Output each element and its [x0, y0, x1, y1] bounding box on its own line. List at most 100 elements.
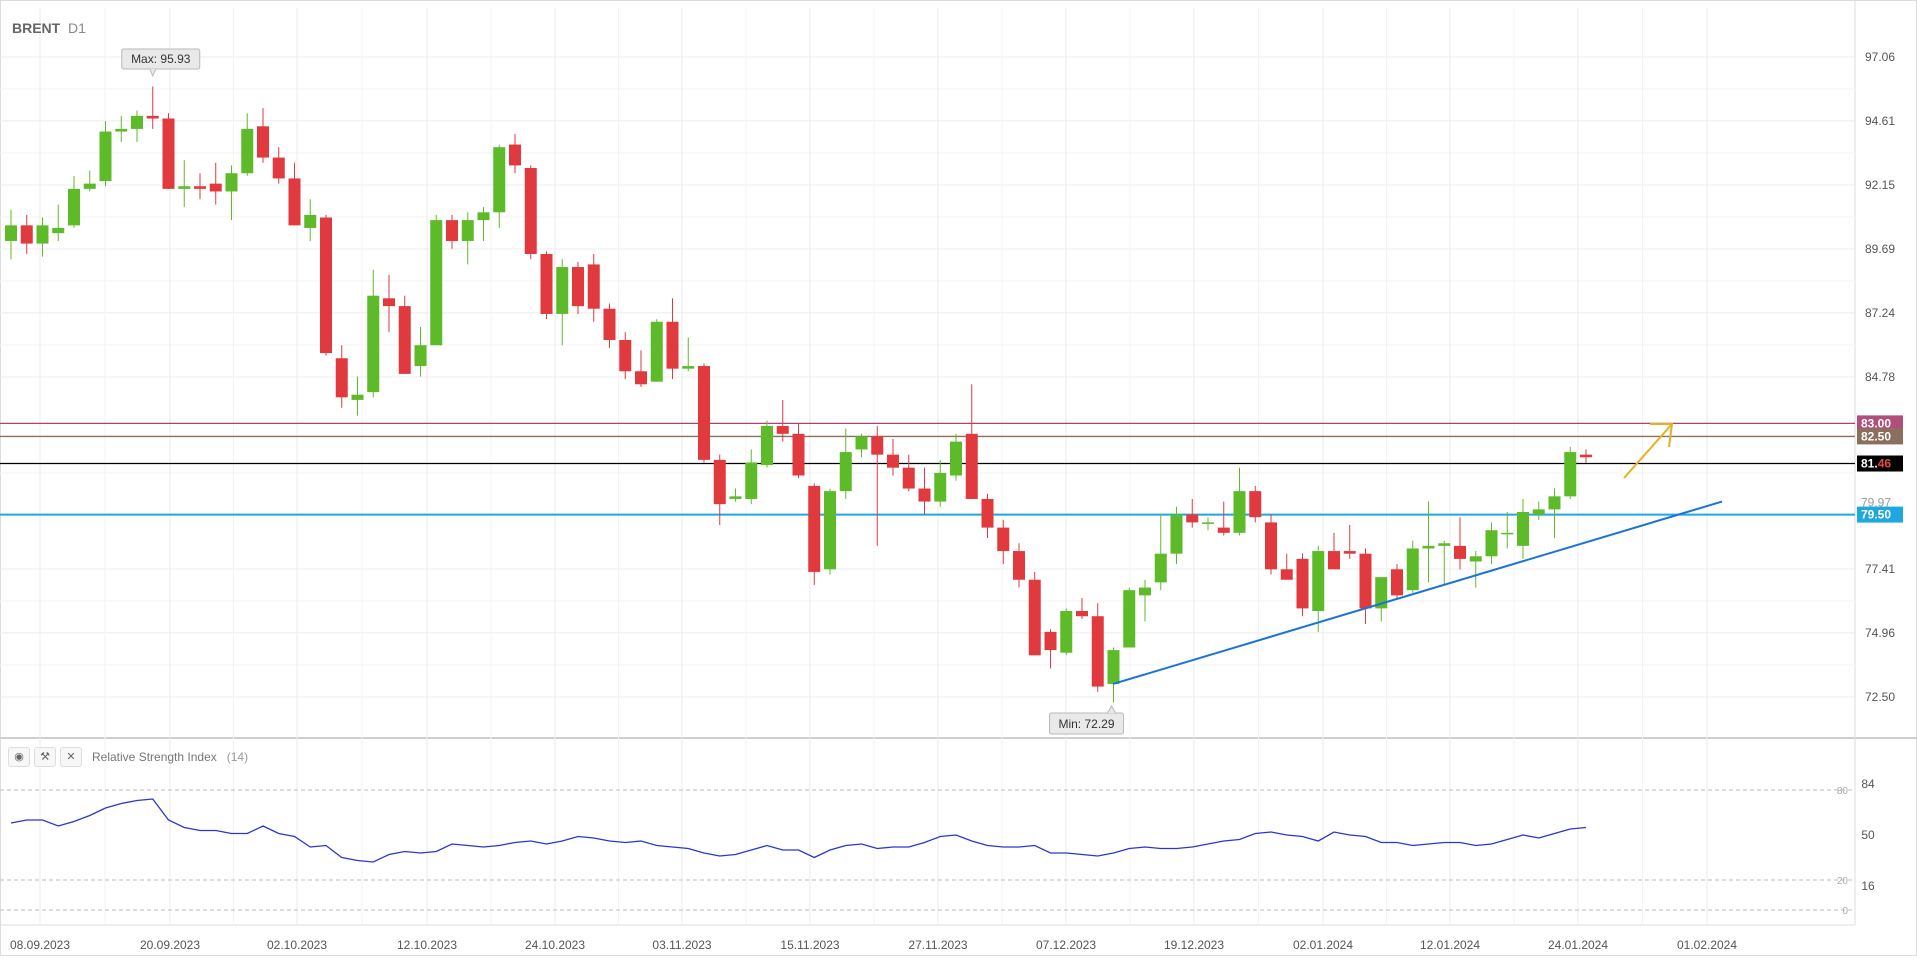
candle — [1233, 467, 1246, 536]
candle-body — [1028, 579, 1041, 656]
candle — [572, 261, 584, 314]
date-tick-label: 03.11.2023 — [652, 938, 711, 952]
candle-body — [36, 225, 49, 244]
date-tick-label: 08.09.2023 — [10, 938, 70, 952]
candle — [1343, 525, 1356, 559]
date-tick-label: 02.01.2024 — [1293, 938, 1353, 952]
date-tick-label: 24.10.2023 — [525, 938, 585, 952]
candle-body — [209, 183, 222, 192]
candle-body — [5, 225, 17, 241]
candle — [272, 147, 285, 184]
min-label-bg — [1049, 712, 1124, 735]
candle — [1265, 514, 1277, 575]
candle — [414, 326, 427, 377]
price-tag-bg — [1857, 428, 1903, 445]
candle-body — [713, 459, 726, 505]
candle-body — [83, 183, 96, 189]
close-icon[interactable]: ✕ — [60, 747, 82, 767]
candle — [351, 376, 364, 416]
candle-body — [367, 295, 380, 393]
candle-body — [855, 436, 868, 450]
candle-body — [887, 454, 899, 468]
level-layer — [0, 422, 1855, 516]
candle — [178, 160, 191, 208]
candle-body — [1532, 509, 1545, 515]
candle-body — [1154, 553, 1167, 583]
price-tag-bg — [1857, 506, 1903, 523]
candle — [650, 319, 663, 382]
candle — [1406, 540, 1419, 593]
candle-body — [1564, 452, 1577, 497]
candle — [839, 428, 852, 499]
candle — [1249, 485, 1262, 523]
candle — [5, 209, 17, 260]
candle — [1422, 501, 1435, 583]
candle — [729, 488, 742, 502]
timeframe-label: D1 — [68, 20, 86, 36]
candle — [682, 337, 695, 372]
max-label: Max: 95.93 — [131, 52, 191, 66]
candle-body — [698, 366, 710, 460]
price-tick-label: 74.96 — [1865, 626, 1895, 640]
candle-body — [225, 173, 238, 192]
candle — [713, 454, 726, 526]
candle — [20, 214, 33, 255]
price-tag-text: 79.50 — [1861, 508, 1891, 522]
candle — [666, 298, 679, 380]
candle — [1123, 587, 1136, 648]
candle-body — [414, 345, 427, 367]
wrench-icon[interactable]: ⚒ — [34, 747, 56, 767]
candle — [52, 204, 65, 241]
candle-body — [1233, 491, 1246, 533]
candle — [1154, 514, 1167, 591]
candle-body — [351, 394, 364, 400]
date-tick-label: 19.12.2023 — [1164, 938, 1224, 952]
date-tick-label: 01.02.2024 — [1677, 938, 1737, 952]
candle — [320, 214, 332, 356]
candle-body — [1265, 522, 1277, 570]
candle — [761, 420, 773, 468]
candle-body — [304, 214, 317, 228]
candle — [1391, 564, 1403, 598]
candle-body — [241, 128, 254, 174]
candle — [871, 425, 884, 546]
candle — [1013, 543, 1025, 588]
candle-body — [650, 321, 663, 382]
candle-body — [1422, 545, 1435, 549]
candle — [493, 144, 506, 228]
candle-body — [383, 298, 395, 307]
price-tag-79-50: 79.50 — [1857, 506, 1903, 523]
candle — [1469, 551, 1482, 588]
candle — [509, 134, 521, 174]
candle-body — [587, 264, 600, 309]
price-tick-label: 87.24 — [1865, 306, 1895, 320]
candle — [1217, 501, 1230, 536]
candle — [83, 170, 96, 192]
max-label-bg — [121, 48, 201, 70]
price-tag-83: 83.00 — [1857, 415, 1903, 432]
candle-body — [902, 467, 915, 489]
candle — [99, 121, 112, 187]
candle-body — [446, 220, 458, 241]
axis-layer: 97.06 94.61 92.15 89.69 87.24 84.78 77.41 74.96… — [10, 50, 1903, 952]
candle-body — [1044, 631, 1057, 651]
min-label-pointer — [1107, 704, 1116, 714]
candle-body — [52, 227, 65, 234]
date-tick-label: 20.09.2023 — [140, 938, 200, 952]
candle-body — [1391, 569, 1403, 596]
candle-body — [178, 186, 191, 189]
candle — [383, 274, 395, 333]
candle-body — [335, 358, 348, 398]
candle — [257, 108, 269, 163]
rsi-level-label: 20 — [1837, 876, 1849, 887]
candle-body — [997, 527, 1010, 552]
eye-icon[interactable]: ◉ — [8, 747, 30, 767]
candle-body — [871, 436, 884, 455]
candle — [1454, 517, 1466, 570]
candle-body — [1107, 650, 1120, 684]
candle-body — [146, 115, 159, 119]
candle-body — [729, 496, 742, 499]
